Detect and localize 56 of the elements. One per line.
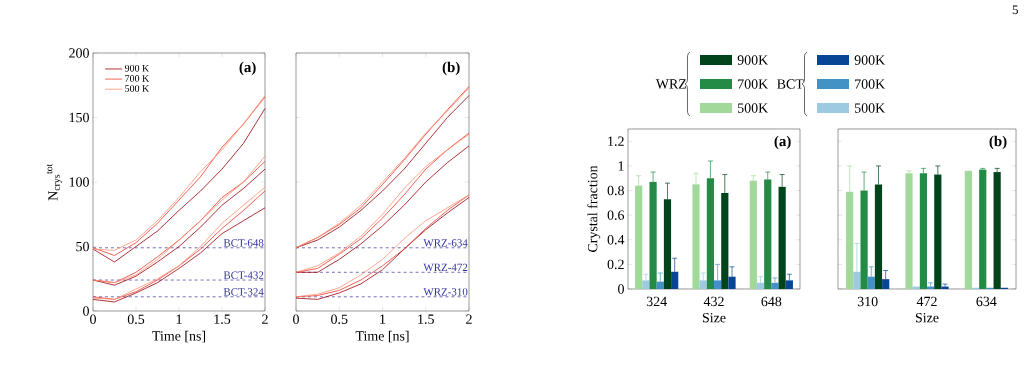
x-tick-label: 324 — [646, 296, 667, 307]
x-tick-label: 310 — [857, 296, 878, 307]
legend-label: 700K — [738, 79, 769, 89]
y-tick-label: 0 — [83, 306, 89, 316]
x-tick-label: 2 — [262, 314, 268, 324]
annotation: (b) — [442, 61, 460, 76]
legend-label: 900 K — [124, 64, 150, 72]
x-tick-label: 648 — [761, 296, 782, 307]
legend-label: 900K — [854, 55, 886, 65]
x-axis-title: Time [ns] — [152, 330, 206, 343]
x-tick-label: 1.5 — [418, 314, 434, 324]
x-tick-label: 1 — [380, 314, 386, 324]
y-tick-label: 0.2 — [607, 259, 624, 270]
legend-label: 500K — [738, 103, 769, 113]
x-axis-title: Time [ns] — [355, 330, 409, 343]
ref-line-label: WRZ-310 — [423, 288, 468, 296]
y-tick-label: 0.4 — [607, 235, 625, 245]
y-axis-title: Crystal fraction — [587, 165, 601, 252]
ref-line-label: BCT-648 — [223, 239, 264, 247]
y-tick-label: 50 — [76, 241, 89, 252]
x-tick-label: 432 — [703, 296, 724, 307]
annotation: (a) — [239, 61, 256, 76]
annotation: (a) — [774, 135, 791, 150]
y-tick-label: 150 — [69, 112, 89, 123]
y-tick-label: 0 — [618, 284, 624, 294]
ref-line-label: WRZ-634 — [423, 239, 468, 247]
annotation: (b) — [989, 135, 1007, 150]
legend-label: 500K — [855, 103, 886, 113]
x-tick-label: 472 — [916, 296, 937, 307]
ref-line-label: BCT-432 — [223, 271, 264, 279]
ref-line-label: BCT-324 — [223, 288, 264, 296]
text: BCT — [777, 79, 804, 89]
legend-label: 700 K — [125, 75, 150, 82]
text: 5 — [1012, 5, 1018, 15]
x-tick-label: 1.5 — [214, 314, 231, 324]
x-tick-label: 2 — [466, 314, 472, 324]
x-tick-label: 0 — [90, 314, 96, 324]
legend-label: 700K — [855, 79, 886, 89]
text: WRZ — [655, 79, 687, 89]
x-tick-label: 634 — [976, 296, 997, 307]
y-tick-label: 200 — [69, 48, 89, 58]
legend-label: 900K — [737, 55, 769, 65]
y-tick-label: 1.2 — [608, 136, 624, 147]
x-tick-label: 0.5 — [331, 314, 348, 324]
y-tick-label: 0.8 — [607, 185, 624, 196]
x-tick-label: 1 — [176, 314, 182, 324]
legend-label: 500 K — [125, 85, 150, 92]
y-tick-label: 1 — [618, 161, 624, 171]
y-tick-label: 100 — [69, 177, 89, 187]
y-tick-label: 0.6 — [607, 210, 625, 220]
x-axis-title: Size — [702, 313, 726, 323]
x-axis-title: Size — [915, 313, 939, 323]
ref-line-label: WRZ-472 — [423, 263, 468, 272]
x-tick-label: 0 — [293, 314, 299, 324]
y-axis-title: N$_{crys}$tot — [46, 163, 62, 201]
x-tick-label: 0.5 — [127, 314, 145, 324]
